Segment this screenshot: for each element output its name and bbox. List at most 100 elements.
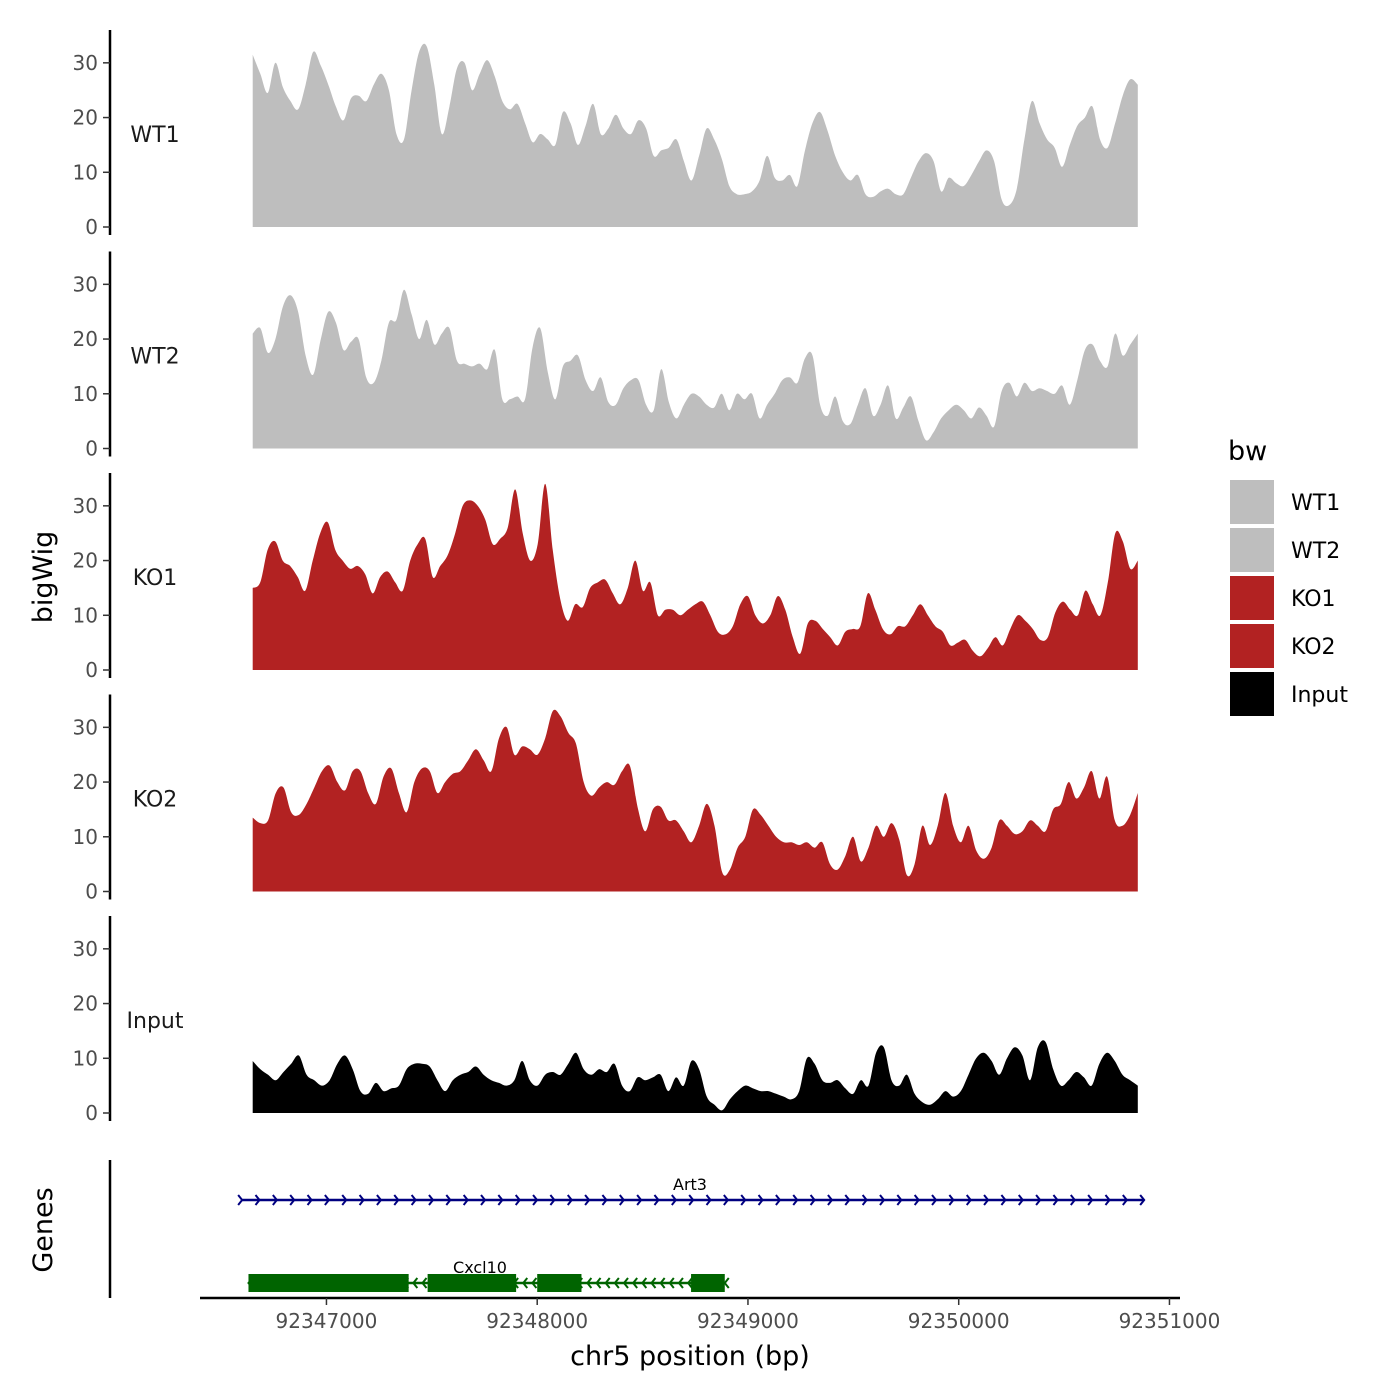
- genes-track: Art3 Cxcl10: [108, 1160, 1146, 1298]
- strand-arrow: [376, 1194, 383, 1206]
- strand-arrow: [462, 1194, 469, 1206]
- strand-arrow: [428, 1194, 435, 1206]
- track-label: WT2: [130, 345, 179, 370]
- legend-label: Input: [1291, 683, 1348, 708]
- y-tick-label: 20: [73, 770, 98, 794]
- legend-label: WT2: [1291, 539, 1340, 564]
- legend-key-ko2: [1230, 624, 1274, 668]
- strand-arrow: [566, 1194, 574, 1206]
- legend-title: bw: [1228, 436, 1267, 467]
- strand-arrow: [254, 1194, 261, 1206]
- legend-key-input: [1230, 672, 1274, 716]
- strand-arrow: [601, 1194, 608, 1206]
- y-tick-label: 0: [85, 880, 98, 904]
- strand-arrow: [237, 1194, 244, 1206]
- strand-arrow: [775, 1194, 782, 1206]
- strand-arrow: [480, 1194, 487, 1206]
- track-label: KO1: [133, 566, 178, 591]
- strand-arrow: [896, 1194, 903, 1206]
- strand-arrow: [445, 1194, 452, 1206]
- strand-arrow: [272, 1194, 279, 1206]
- strand-arrow: [1122, 1194, 1129, 1206]
- legend-label: WT1: [1291, 491, 1340, 516]
- exon-block: [248, 1274, 409, 1292]
- legend-key-wt1: [1230, 480, 1274, 524]
- strand-arrow: [723, 1194, 730, 1206]
- strand-arrow: [341, 1194, 348, 1206]
- strand-arrow: [740, 1194, 747, 1206]
- strand-arrow: [1087, 1194, 1094, 1206]
- y-tick-label: 10: [73, 825, 98, 849]
- area-ko2: [252, 709, 1138, 892]
- strand-arrow: [1052, 1194, 1059, 1206]
- x-tick-label: 92351000: [1119, 1309, 1221, 1333]
- strand-arrow: [532, 1194, 539, 1206]
- strand-arrow: [931, 1194, 938, 1206]
- exon-block: [691, 1274, 725, 1292]
- track-label: KO2: [133, 788, 178, 813]
- strand-arrow: [1000, 1194, 1007, 1206]
- strand-arrow: [521, 1277, 529, 1289]
- y-tick-label: 20: [73, 992, 98, 1016]
- strand-arrow: [586, 1277, 593, 1289]
- y-axis-title: bigWig: [28, 531, 59, 624]
- gene-cxcl10: Cxcl10: [247, 1258, 730, 1292]
- strand-arrow: [659, 1277, 666, 1289]
- legend: bw WT1 WT2 KO1 KO2 Input: [1228, 436, 1348, 716]
- legend-label: KO2: [1291, 635, 1336, 660]
- strand-arrow: [844, 1194, 851, 1206]
- strand-arrow: [723, 1277, 730, 1289]
- x-tick-label: 92348000: [486, 1309, 588, 1333]
- y-tick-label: 0: [85, 658, 98, 682]
- strand-arrow: [497, 1194, 504, 1206]
- x-axis-title: chr5 position (bp): [570, 1341, 810, 1372]
- y-tick-label: 0: [85, 1101, 98, 1125]
- strand-arrow: [671, 1194, 678, 1206]
- strand-arrow: [983, 1194, 990, 1206]
- y-tick-label: 10: [73, 382, 98, 406]
- strand-arrow: [879, 1194, 886, 1206]
- strand-arrow: [514, 1194, 521, 1206]
- strand-arrow: [1139, 1194, 1146, 1206]
- gene-art3: Art3: [237, 1175, 1146, 1206]
- strand-arrow: [1104, 1194, 1111, 1206]
- strand-arrow: [631, 1277, 638, 1289]
- track-label: WT1: [130, 123, 179, 148]
- legend-label: KO1: [1291, 587, 1336, 612]
- strand-arrow: [861, 1194, 868, 1206]
- legend-key-ko1: [1230, 576, 1274, 620]
- y-tick-label: 10: [73, 603, 98, 627]
- strand-arrow: [412, 1277, 419, 1289]
- strand-arrow: [604, 1277, 611, 1289]
- strand-arrow: [792, 1194, 799, 1206]
- strand-arrow: [827, 1194, 834, 1206]
- track-wt1: 0 10 20 30 WT1: [73, 30, 1138, 239]
- x-tick-label: 92347000: [276, 1309, 378, 1333]
- area-input: [252, 1040, 1138, 1113]
- strand-arrow: [618, 1194, 626, 1206]
- y-tick-label: 30: [73, 715, 98, 739]
- strand-arrow: [1035, 1194, 1042, 1206]
- gene-label: Art3: [673, 1175, 707, 1194]
- area-ko1: [252, 483, 1138, 670]
- strand-arrow: [641, 1277, 648, 1289]
- strand-arrow: [688, 1194, 695, 1206]
- strand-arrow: [650, 1277, 657, 1289]
- y-tick-label: 20: [73, 327, 98, 351]
- strand-arrow: [757, 1194, 764, 1206]
- strand-arrow: [289, 1194, 296, 1206]
- strand-arrow: [595, 1277, 602, 1289]
- strand-arrow: [613, 1277, 620, 1289]
- y-tick-label: 0: [85, 437, 98, 461]
- track-ko2: 0 10 20 30 KO2: [73, 694, 1138, 904]
- track-label: Input: [127, 1009, 184, 1034]
- y-tick-label: 10: [73, 160, 98, 184]
- strand-arrow: [549, 1194, 556, 1206]
- y-tick-label: 30: [73, 494, 98, 518]
- track-input: 0 10 20 30 Input: [73, 916, 1138, 1125]
- strand-arrow: [324, 1194, 331, 1206]
- strand-arrow: [531, 1277, 538, 1289]
- strand-arrow: [410, 1194, 417, 1206]
- strand-arrow: [677, 1277, 684, 1289]
- strand-arrow: [636, 1194, 643, 1206]
